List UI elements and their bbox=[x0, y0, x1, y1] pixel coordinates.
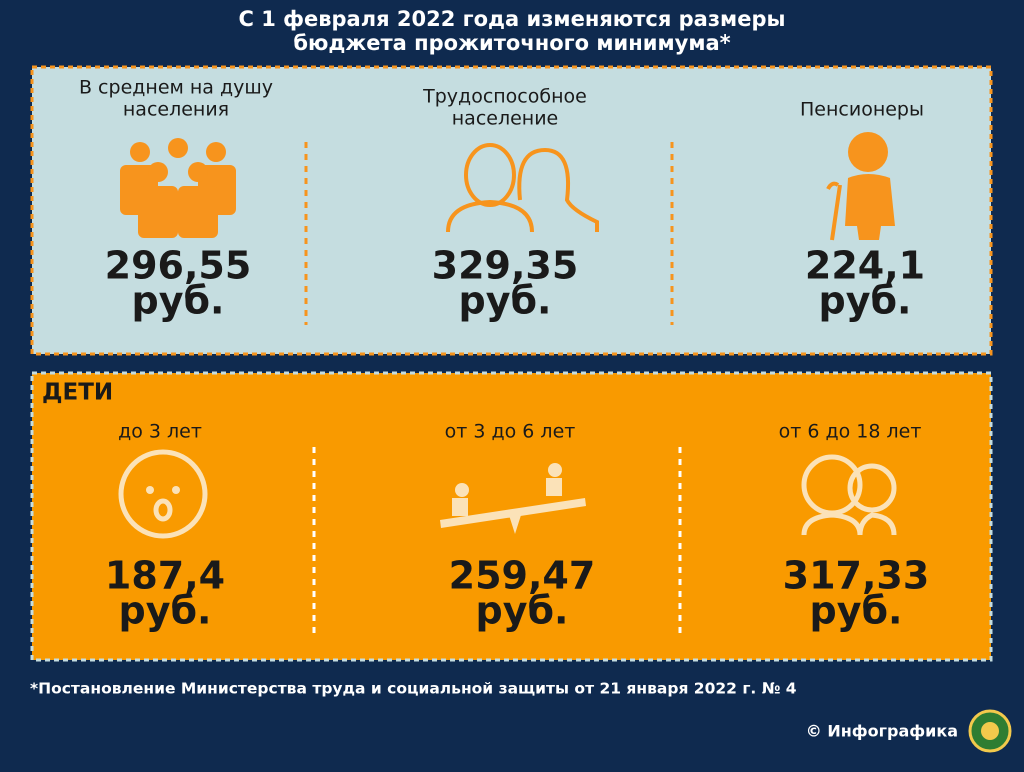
unit: руб. bbox=[459, 279, 552, 323]
unit: руб. bbox=[476, 589, 569, 633]
amount: 259,47 bbox=[449, 554, 596, 598]
label: от 3 до 6 лет bbox=[445, 421, 576, 443]
unit: руб. bbox=[119, 589, 212, 633]
amount: 224,1 bbox=[805, 244, 925, 288]
adults-icon bbox=[446, 143, 599, 233]
unit: руб. bbox=[819, 279, 912, 323]
label: от 6 до 18 лет bbox=[779, 421, 922, 443]
amount: 296,55 bbox=[105, 244, 252, 288]
label: Трудоспособное bbox=[422, 86, 587, 108]
label: Пенсионеры bbox=[800, 99, 924, 121]
section-title: ДЕТИ bbox=[42, 380, 113, 406]
pensioner-icon bbox=[826, 132, 895, 241]
unit: руб. bbox=[810, 589, 903, 633]
title-line: С 1 февраля 2022 года изменяются размеры bbox=[239, 7, 786, 31]
baby-icon bbox=[118, 449, 208, 539]
footnote: *Постановление Министерства труда и соци… bbox=[30, 680, 797, 698]
label: до 3 лет bbox=[118, 421, 202, 443]
label: населения bbox=[123, 99, 229, 121]
unit: руб. bbox=[132, 279, 225, 323]
seesaw-icon bbox=[440, 463, 586, 534]
teens-icon bbox=[801, 454, 897, 536]
amount: 317,33 bbox=[783, 554, 930, 598]
credit: © Инфографика bbox=[806, 722, 958, 741]
emblem bbox=[968, 709, 1012, 753]
crowd-icon bbox=[120, 138, 236, 238]
label: население bbox=[452, 108, 559, 130]
amount: 329,35 bbox=[432, 244, 579, 288]
amount: 187,4 bbox=[105, 554, 225, 598]
title-line: бюджета прожиточного минимума* bbox=[293, 31, 730, 55]
label: В среднем на душу bbox=[79, 77, 273, 99]
